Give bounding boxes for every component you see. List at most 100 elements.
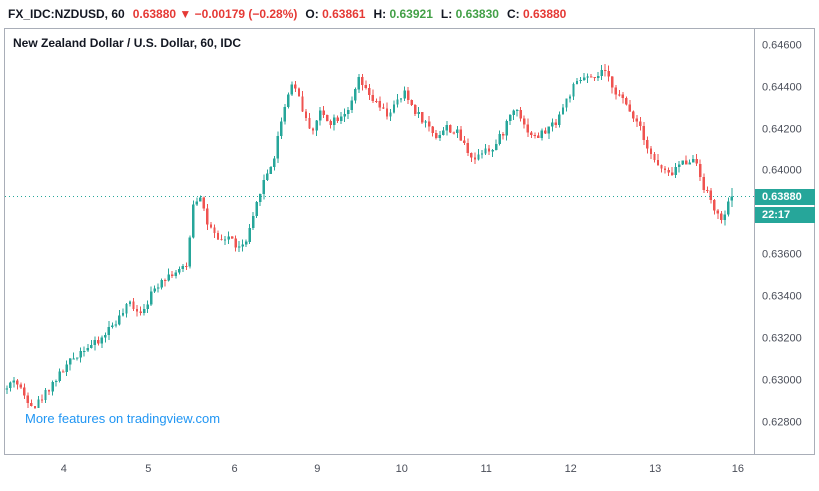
candle-body (702, 177, 705, 190)
candle-body (692, 158, 695, 163)
candle-body (23, 387, 26, 396)
candle-body (614, 87, 617, 95)
candle-body (604, 69, 607, 71)
candle-body (178, 268, 181, 273)
candle-body (575, 80, 579, 85)
candle-body (37, 399, 40, 408)
candle-body (646, 139, 649, 149)
candle-body (656, 159, 660, 165)
symbol-interval-label[interactable]: FX_IDC:NZDUSD, 60 (8, 6, 125, 21)
candle-body (632, 111, 635, 119)
candle-body (340, 116, 343, 121)
candle-body (252, 215, 255, 228)
candlestick-plot[interactable] (5, 29, 754, 454)
candle-body (371, 94, 375, 102)
candle-body (406, 90, 410, 100)
candle-body (413, 104, 417, 114)
candle-body (618, 94, 621, 96)
candle-body (357, 77, 360, 90)
tradingview-watermark-link[interactable]: More features on tradingview.com (25, 411, 221, 426)
low-value: 0.63830 (455, 6, 499, 21)
candle-body (83, 350, 86, 352)
candle-body (237, 246, 241, 248)
candle-body (473, 157, 477, 160)
candle-body (459, 129, 463, 141)
x-axis-label: 5 (145, 463, 152, 475)
close-label: C: (506, 6, 520, 21)
candle-body (153, 288, 156, 292)
candle-body (220, 239, 223, 241)
open-value: 0.63861 (322, 6, 366, 21)
open-label: O: (305, 6, 319, 21)
candle-body (304, 111, 308, 118)
candle-body (361, 77, 364, 86)
candle-body (61, 371, 65, 373)
candle-body (639, 121, 642, 127)
candle-body (642, 126, 646, 140)
candle-body (354, 89, 357, 101)
candle-body (477, 154, 480, 160)
candle-body (174, 272, 177, 277)
candle-body (5, 388, 8, 390)
candle-body (322, 110, 325, 116)
candle-body (347, 109, 350, 114)
candle-body (308, 118, 311, 129)
candle-body (589, 76, 593, 78)
candle-body (706, 189, 709, 191)
candle-body (241, 244, 244, 247)
candle-body (582, 77, 586, 81)
candle-body (318, 110, 322, 121)
candle-body (259, 194, 262, 202)
candle-body (607, 71, 610, 77)
candle-body (445, 125, 448, 131)
candle-body (266, 173, 269, 180)
candle-body (100, 337, 104, 344)
candle-body (160, 279, 163, 288)
candle-body (579, 80, 582, 82)
y-axis-label: 0.64600 (762, 39, 802, 52)
candle-body (111, 325, 114, 327)
candle-body (58, 371, 61, 381)
candle-body (670, 172, 674, 175)
candle-body (491, 150, 494, 152)
candle-body (336, 117, 339, 121)
candle-body (424, 121, 427, 123)
candle-body (635, 118, 639, 122)
candle-body (442, 130, 445, 135)
candle-body (315, 120, 318, 131)
candle-body (399, 98, 403, 100)
chart-legend-bar: FX_IDC:NZDUSD, 60 0.63880 ▼ −0.00179 (−0… (8, 0, 574, 27)
candle-body (171, 274, 174, 277)
candle-body (716, 210, 720, 214)
candle-body (667, 169, 670, 173)
candle-body (135, 308, 139, 312)
last-price-value: 0.63880 (132, 6, 177, 21)
candle-body (568, 96, 572, 99)
candle-body (530, 132, 533, 135)
candle-body (720, 213, 723, 220)
candle-body (368, 87, 371, 95)
candle-body (449, 125, 452, 133)
candlestick-plot-pane[interactable]: New Zealand Dollar / U.S. Dollar, 60, ID… (5, 29, 754, 454)
candle-body (206, 208, 209, 225)
candle-body (484, 148, 487, 154)
candle-body (262, 179, 265, 195)
candle-body (54, 381, 58, 383)
candle-body (681, 160, 684, 165)
candle-body (428, 121, 431, 127)
time-axis[interactable]: 4 5 6 9 10 11 12 13 16 (4, 458, 753, 480)
candle-body (586, 76, 589, 78)
candle-body (494, 144, 498, 150)
candle-body (230, 236, 234, 239)
candle-body (51, 382, 54, 392)
candle-body (713, 199, 716, 211)
candle-body (674, 167, 677, 175)
last-price-group: 0.63880 ▼ −0.00179 (−0.28%) (133, 7, 298, 21)
x-axis-label: 6 (231, 463, 238, 475)
candle-body (283, 106, 287, 122)
price-axis[interactable]: 0.63880 22:17 0.64600 0.64400 0.64200 0.640… (754, 29, 815, 454)
candle-body (417, 112, 420, 114)
chart-title: New Zealand Dollar / U.S. Dollar, 60, ID… (13, 36, 242, 50)
candle-body (452, 132, 456, 134)
candle-body (621, 94, 624, 98)
